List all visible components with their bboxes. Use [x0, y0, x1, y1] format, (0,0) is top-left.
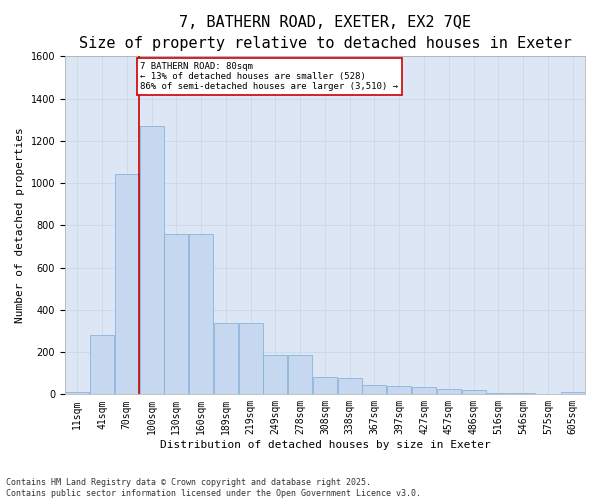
Text: Contains HM Land Registry data © Crown copyright and database right 2025.
Contai: Contains HM Land Registry data © Crown c… — [6, 478, 421, 498]
Bar — [115, 174, 139, 394]
Bar — [164, 234, 188, 394]
Bar — [560, 392, 584, 394]
Bar — [90, 335, 114, 394]
X-axis label: Distribution of detached houses by size in Exeter: Distribution of detached houses by size … — [160, 440, 490, 450]
Bar — [65, 392, 89, 394]
Bar — [313, 378, 337, 394]
Bar — [511, 393, 535, 394]
Bar — [288, 356, 312, 395]
Bar — [461, 390, 485, 394]
Bar — [338, 378, 362, 394]
Bar — [189, 234, 213, 394]
Title: 7, BATHERN ROAD, EXETER, EX2 7QE
Size of property relative to detached houses in: 7, BATHERN ROAD, EXETER, EX2 7QE Size of… — [79, 15, 571, 51]
Bar — [239, 322, 263, 394]
Bar — [362, 385, 386, 394]
Bar — [140, 126, 164, 394]
Bar — [214, 322, 238, 394]
Bar — [387, 386, 411, 394]
Bar — [487, 393, 511, 394]
Y-axis label: Number of detached properties: Number of detached properties — [15, 128, 25, 323]
Bar — [437, 389, 461, 394]
Text: 7 BATHERN ROAD: 80sqm
← 13% of detached houses are smaller (528)
86% of semi-det: 7 BATHERN ROAD: 80sqm ← 13% of detached … — [140, 62, 398, 92]
Bar — [412, 386, 436, 394]
Bar — [263, 356, 287, 395]
